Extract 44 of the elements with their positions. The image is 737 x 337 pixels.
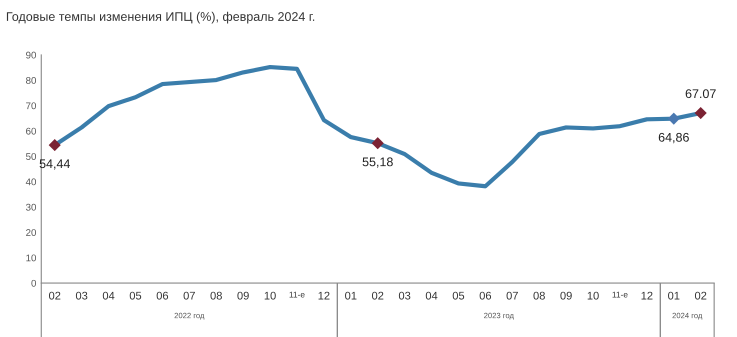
x-tick-label: 11-е — [290, 292, 305, 298]
y-tick-label: 60 — [26, 128, 36, 135]
data-label: 55,18 — [362, 157, 393, 168]
y-tick-label: 40 — [26, 178, 36, 186]
x-tick-label: 04 — [426, 292, 438, 300]
y-tick-label: 80 — [26, 77, 36, 84]
chart-title: Годовые темпы изменения ИПЦ (%), февраль 2024 г. — [6, 12, 314, 24]
x-tick-label: 04 — [102, 292, 114, 300]
x-tick-label: 01 — [345, 292, 356, 300]
x-tick-label: 06 — [156, 292, 168, 300]
x-tick-label: 01 — [668, 292, 680, 300]
x-tick-label: 02 — [372, 292, 384, 300]
x-tick-label: 06 — [480, 292, 492, 300]
point — [48, 139, 61, 152]
data-label: 54,44 — [40, 159, 70, 170]
x-tick-label: 09 — [237, 292, 249, 300]
y-tick-label: 10 — [26, 254, 36, 262]
x-tick-label: 09 — [560, 292, 572, 300]
x-tick-label: 07 — [184, 292, 195, 300]
x-tick-label: 11-е — [612, 292, 628, 298]
point — [668, 112, 680, 125]
x-tick-label: 10 — [588, 292, 599, 300]
y-tick-label: 50 — [26, 153, 36, 160]
point — [372, 137, 384, 150]
x-tick-label: 08 — [533, 292, 545, 300]
x-tick-label: 05 — [452, 292, 464, 300]
x-tick-label: 03 — [398, 292, 410, 300]
x-tick-label: 08 — [210, 292, 222, 300]
x-tick-label: 02 — [694, 292, 706, 300]
y-tick-label: 20 — [26, 229, 36, 236]
x-tick-label: 10 — [264, 292, 276, 300]
x-tick-label: 07 — [506, 292, 518, 300]
data-label: 64,86 — [658, 132, 689, 144]
y-tick-label: 90 — [26, 52, 36, 59]
x-tick-label: 03 — [76, 292, 88, 300]
x-tick-label: 05 — [130, 292, 142, 300]
y-tick-label: 70 — [26, 102, 36, 110]
data-label: 67.07 — [686, 89, 716, 98]
x-tick-label: 02 — [48, 292, 60, 300]
x-tick-label: 12 — [318, 292, 330, 300]
y-tick-label: 0 — [31, 280, 36, 287]
x-tick-label: 12 — [642, 292, 652, 300]
y-tick-label: 30 — [26, 204, 36, 211]
point — [694, 107, 707, 120]
